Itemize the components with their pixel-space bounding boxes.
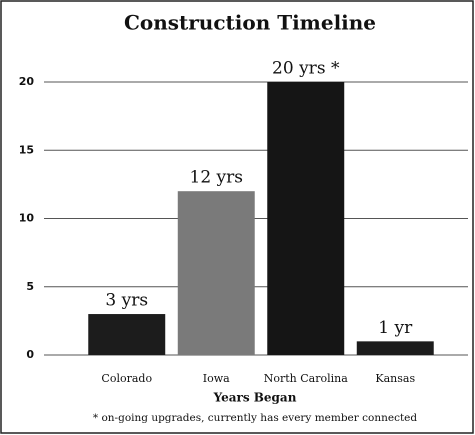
y-tick-label: 15 [19, 143, 34, 156]
value-label: 3 yrs [105, 291, 148, 311]
y-tick-label: 10 [19, 212, 35, 225]
value-label: 1 yr [378, 318, 413, 338]
chart-title: Construction Timeline [124, 11, 376, 35]
x-tick-label: Colorado [101, 372, 152, 385]
bar [177, 191, 255, 355]
bar [267, 82, 345, 355]
bar [88, 314, 166, 355]
value-label: 20 yrs * [272, 59, 340, 79]
footnote: * on-going upgrades, currently has every… [93, 412, 418, 424]
x-tick-label: Kansas [375, 372, 415, 385]
x-axis-label: Years Began [213, 391, 297, 405]
y-tick-label: 5 [26, 280, 34, 293]
y-tick-label: 0 [26, 348, 34, 361]
x-tick-label: North Carolina [264, 372, 348, 385]
bar [356, 341, 434, 355]
x-tick-label: Iowa [203, 372, 230, 385]
y-tick-label: 20 [19, 75, 35, 88]
value-label: 12 yrs [190, 168, 244, 188]
